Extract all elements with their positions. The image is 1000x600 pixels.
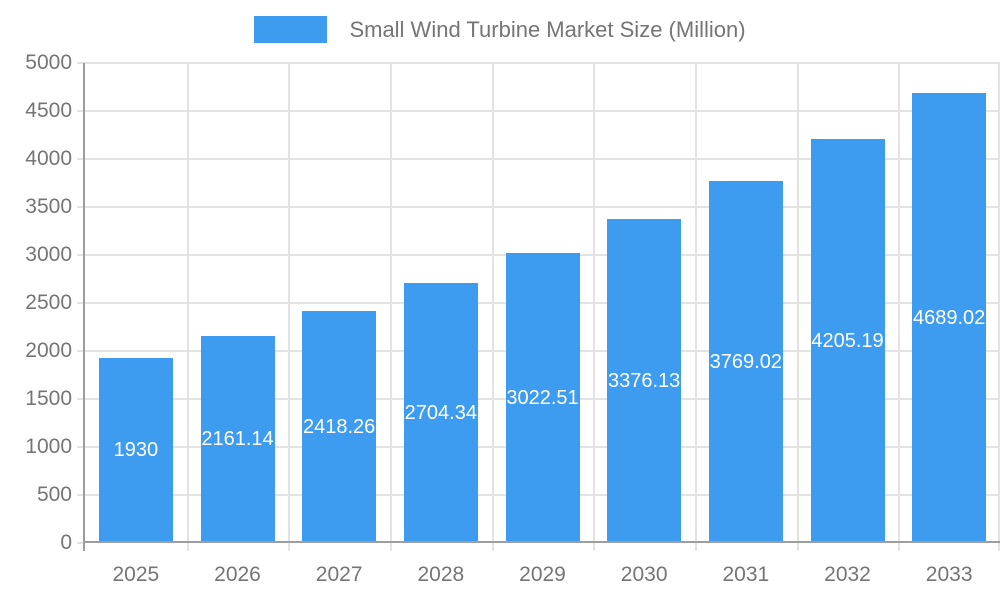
y-axis-tick xyxy=(77,350,85,352)
x-axis-label: 2033 xyxy=(925,563,973,586)
y-axis-label: 3500 xyxy=(25,195,72,218)
bar[interactable] xyxy=(200,335,275,541)
x-gridline xyxy=(898,63,901,551)
y-axis-label: 2000 xyxy=(25,339,72,362)
legend-swatch xyxy=(254,16,328,43)
bar-value-label: 3376.13 xyxy=(608,369,681,392)
bar[interactable] xyxy=(403,283,478,541)
legend-item[interactable]: Small Wind Turbine Market Size (Million) xyxy=(0,16,1000,43)
x-gridline xyxy=(593,63,596,551)
x-gridline xyxy=(390,63,392,551)
bar[interactable] xyxy=(302,310,377,541)
bar[interactable] xyxy=(810,139,885,541)
bar-value-label: 2161.14 xyxy=(201,428,274,451)
y-axis-label: 4000 xyxy=(25,147,72,170)
x-axis-label: 2028 xyxy=(417,563,465,586)
bar-value-label: 4205.19 xyxy=(811,330,884,353)
x-gridline xyxy=(695,63,697,551)
x-gridline xyxy=(796,63,799,551)
y-gridline xyxy=(85,158,1000,160)
bar-value-label: 2418.26 xyxy=(303,415,376,438)
y-axis-tick xyxy=(77,542,85,544)
y-axis-tick xyxy=(77,158,85,160)
y-gridline xyxy=(85,206,1000,208)
y-axis-tick xyxy=(77,446,85,448)
x-axis-line xyxy=(83,541,1000,543)
bar-value-label: 3769.02 xyxy=(709,351,782,374)
x-axis-label: 2032 xyxy=(824,563,871,586)
y-gridline xyxy=(85,62,1000,64)
y-axis-tick xyxy=(77,62,85,64)
bar[interactable] xyxy=(912,92,987,541)
y-axis-tick xyxy=(77,206,85,208)
x-gridline xyxy=(998,63,1000,551)
x-axis-label: 2025 xyxy=(112,563,160,586)
y-axis-label: 2500 xyxy=(25,291,72,314)
y-axis-label: 3000 xyxy=(25,243,72,266)
y-axis-tick xyxy=(77,398,85,400)
y-axis-label: 1500 xyxy=(25,387,72,410)
bar-value-label: 1930 xyxy=(113,439,159,462)
bar[interactable] xyxy=(708,181,783,541)
bar-value-label: 3022.51 xyxy=(506,386,579,409)
y-axis-label: 500 xyxy=(36,483,72,506)
x-axis-label: 2026 xyxy=(214,563,261,586)
legend-label: Small Wind Turbine Market Size (Million) xyxy=(349,16,746,42)
x-gridline xyxy=(186,63,189,551)
y-axis-line xyxy=(83,63,85,551)
bar-value-label: 4689.02 xyxy=(913,306,986,329)
x-gridline xyxy=(288,63,291,551)
y-axis-label: 5000 xyxy=(25,51,72,74)
x-axis-label: 2029 xyxy=(519,563,566,586)
bar[interactable] xyxy=(607,218,682,541)
y-axis-tick xyxy=(77,110,85,112)
y-axis-tick xyxy=(77,254,85,256)
bar-value-label: 2704.34 xyxy=(404,402,477,425)
x-axis-label: 2027 xyxy=(315,563,363,586)
y-axis-tick xyxy=(77,494,85,496)
x-gridline xyxy=(491,63,494,551)
y-axis-label: 4500 xyxy=(25,99,72,122)
x-axis-label: 2030 xyxy=(620,563,668,586)
y-gridline xyxy=(85,110,1000,112)
y-axis-label: 1000 xyxy=(25,435,72,458)
bar[interactable] xyxy=(98,357,173,541)
bar[interactable] xyxy=(505,252,580,541)
x-axis-label: 2031 xyxy=(722,563,770,586)
y-axis-tick xyxy=(77,302,85,304)
y-axis-label: 0 xyxy=(60,531,72,554)
